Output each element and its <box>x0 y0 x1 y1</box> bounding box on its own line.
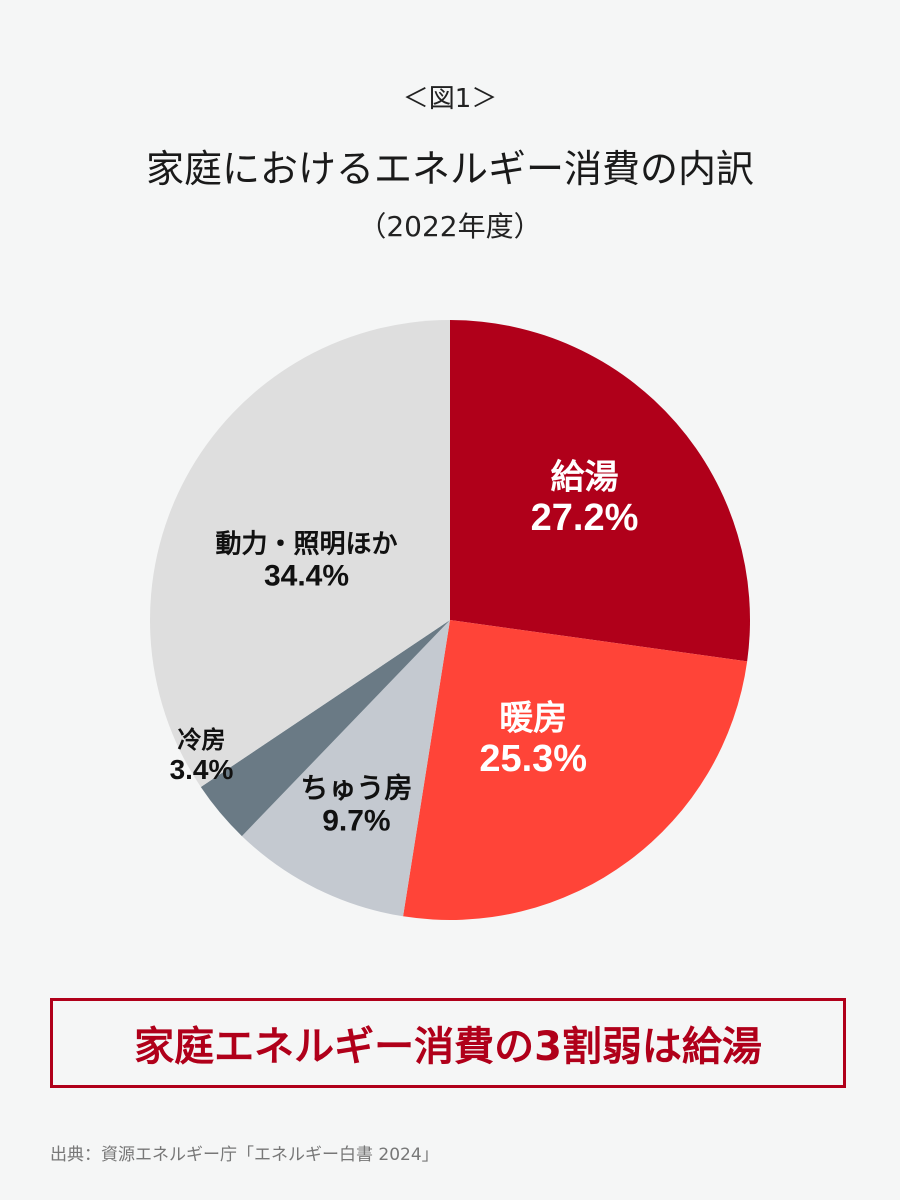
pie-slices <box>150 319 751 921</box>
source-note: 出典：資源エネルギー庁「エネルギー白書 2024」 <box>50 1145 439 1165</box>
chart-subtitle: （2022年度） <box>358 210 542 243</box>
pie-slice-0 <box>450 319 751 662</box>
slice-value-0: 27.2% <box>531 497 639 539</box>
slice-value-3: 3.4% <box>170 754 234 785</box>
figure-label: ＜図1＞ <box>402 84 498 114</box>
pie-slice-1 <box>403 620 748 921</box>
slice-label-1: 暖房 <box>499 698 567 738</box>
slice-label-2: ちゅう房 <box>300 772 412 805</box>
pie-slice-3 <box>200 620 450 837</box>
callout-text: 家庭エネルギー消費の3割弱は給湯 <box>134 1024 762 1070</box>
chart-title: 家庭におけるエネルギー消費の内訳 <box>145 147 754 191</box>
slice-value-4: 34.4% <box>264 560 349 593</box>
slice-label-4: 動力・照明ほか <box>215 530 397 560</box>
slice-label-0: 給湯 <box>551 457 619 497</box>
slice-value-1: 25.3% <box>479 738 587 780</box>
callout-box: 家庭エネルギー消費の3割弱は給湯 <box>50 998 846 1088</box>
pie-slice-4 <box>150 320 450 788</box>
pie-slice-2 <box>241 620 450 917</box>
slice-value-2: 9.7% <box>322 805 390 838</box>
slice-label-3: 冷房 <box>178 726 226 754</box>
